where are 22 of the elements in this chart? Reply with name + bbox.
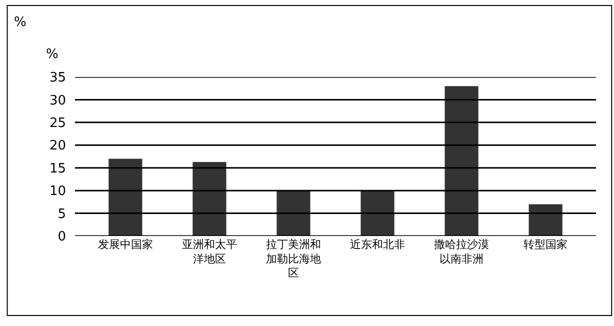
x-tick-label: 发展中国家 [98,238,153,251]
y-tick-label: 20 [49,138,66,154]
y-tick-label: 10 [49,184,66,200]
y-tick-label: 5 [58,206,66,222]
bar [360,190,394,236]
y-tick-label: 15 [49,161,66,176]
x-tick-label: 转型国家 [524,238,568,251]
x-tick-label: 拉丁美洲和加勒比海地区 [266,238,321,280]
y-tick-label: 35 [49,70,66,86]
x-tick-label: 亚洲和太平洋地区 [182,238,237,266]
bar [444,86,478,236]
y-tick-label: 0 [58,230,66,245]
bar [108,158,142,236]
y-axis-title: % [46,47,58,62]
x-tick-label: 撒哈拉沙漠以南非洲 [434,238,490,266]
bar [192,162,226,236]
y-tick-label: 25 [49,116,66,131]
bar [528,204,562,236]
y-tick-label: 30 [49,93,66,108]
x-tick-label: 近东和北非 [350,238,406,251]
bar [276,190,310,236]
text: % [14,15,26,30]
